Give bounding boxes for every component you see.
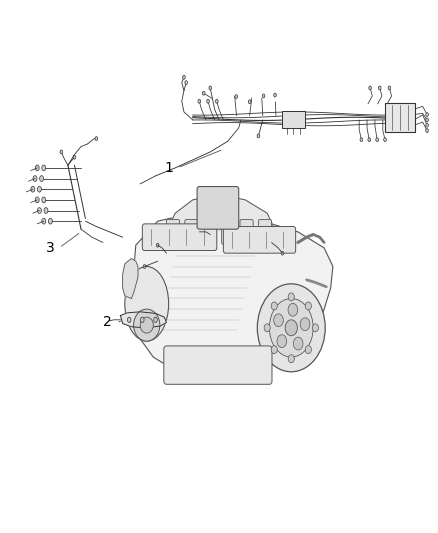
Ellipse shape: [202, 91, 205, 95]
Ellipse shape: [378, 86, 381, 90]
Ellipse shape: [38, 187, 41, 192]
Ellipse shape: [274, 314, 283, 327]
Ellipse shape: [376, 138, 378, 142]
Ellipse shape: [384, 138, 386, 142]
Ellipse shape: [73, 155, 76, 159]
Ellipse shape: [35, 165, 39, 171]
FancyBboxPatch shape: [164, 346, 272, 384]
Ellipse shape: [39, 176, 43, 181]
Ellipse shape: [215, 99, 218, 103]
Ellipse shape: [288, 355, 294, 362]
Polygon shape: [120, 312, 166, 328]
Ellipse shape: [288, 293, 294, 301]
Ellipse shape: [262, 94, 265, 98]
Ellipse shape: [154, 317, 157, 322]
Ellipse shape: [277, 335, 286, 348]
Text: 3: 3: [46, 241, 55, 255]
Ellipse shape: [183, 75, 185, 79]
Polygon shape: [166, 195, 276, 232]
FancyBboxPatch shape: [203, 220, 216, 244]
Ellipse shape: [300, 318, 310, 330]
Ellipse shape: [281, 251, 284, 255]
Ellipse shape: [305, 346, 311, 354]
Text: 2: 2: [103, 316, 112, 329]
Ellipse shape: [44, 208, 48, 213]
Ellipse shape: [95, 136, 98, 141]
Ellipse shape: [426, 118, 428, 122]
FancyBboxPatch shape: [282, 111, 305, 128]
Ellipse shape: [143, 264, 146, 269]
Ellipse shape: [293, 337, 303, 350]
FancyBboxPatch shape: [197, 187, 239, 229]
FancyBboxPatch shape: [385, 103, 415, 132]
Ellipse shape: [49, 219, 53, 224]
Ellipse shape: [388, 86, 391, 90]
Ellipse shape: [288, 303, 298, 316]
Ellipse shape: [426, 128, 428, 133]
Ellipse shape: [274, 93, 276, 97]
FancyBboxPatch shape: [240, 220, 253, 244]
Ellipse shape: [125, 266, 169, 341]
Ellipse shape: [134, 309, 160, 341]
Ellipse shape: [35, 197, 39, 203]
Ellipse shape: [369, 86, 371, 90]
Ellipse shape: [235, 95, 237, 99]
Ellipse shape: [360, 138, 363, 142]
Ellipse shape: [38, 208, 41, 213]
Ellipse shape: [127, 317, 131, 322]
Ellipse shape: [258, 284, 325, 372]
Ellipse shape: [60, 150, 63, 154]
FancyBboxPatch shape: [258, 220, 272, 244]
FancyBboxPatch shape: [166, 220, 180, 244]
Ellipse shape: [31, 187, 35, 192]
FancyBboxPatch shape: [222, 220, 235, 244]
Ellipse shape: [285, 320, 297, 336]
Ellipse shape: [42, 219, 46, 224]
FancyBboxPatch shape: [185, 220, 198, 244]
Ellipse shape: [156, 243, 159, 247]
Ellipse shape: [257, 134, 260, 138]
Ellipse shape: [141, 317, 144, 322]
Ellipse shape: [305, 302, 311, 310]
Polygon shape: [131, 213, 333, 378]
Ellipse shape: [198, 99, 201, 103]
Ellipse shape: [368, 138, 371, 142]
Polygon shape: [123, 259, 138, 298]
Ellipse shape: [42, 197, 46, 203]
Ellipse shape: [271, 346, 277, 354]
Ellipse shape: [33, 176, 37, 181]
Ellipse shape: [426, 123, 428, 127]
Ellipse shape: [185, 80, 187, 85]
Ellipse shape: [312, 324, 318, 332]
Ellipse shape: [42, 165, 46, 171]
FancyBboxPatch shape: [223, 227, 296, 253]
Ellipse shape: [271, 302, 277, 310]
Ellipse shape: [248, 100, 251, 104]
Ellipse shape: [140, 317, 153, 333]
Ellipse shape: [207, 99, 209, 103]
Ellipse shape: [209, 86, 212, 90]
Text: 1: 1: [164, 161, 173, 175]
Ellipse shape: [426, 112, 428, 117]
FancyBboxPatch shape: [142, 224, 217, 251]
Ellipse shape: [269, 298, 313, 357]
Ellipse shape: [264, 324, 270, 332]
